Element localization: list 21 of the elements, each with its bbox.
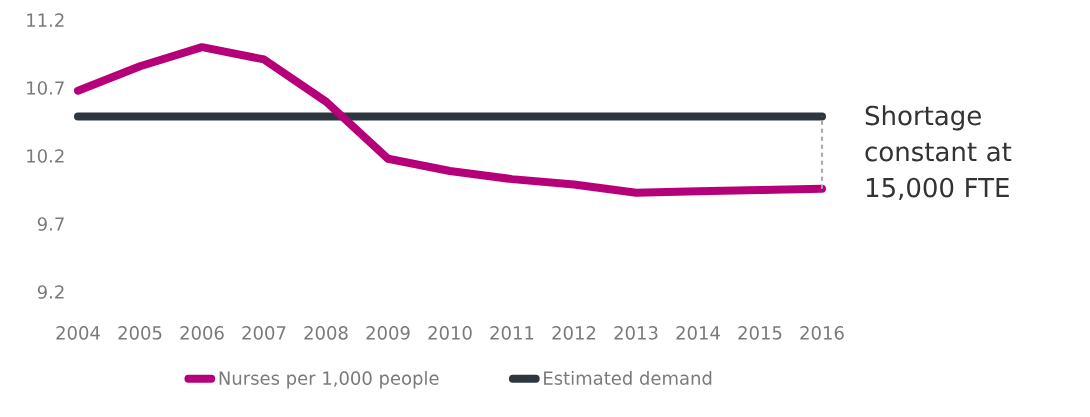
legend-label: Estimated demand [544, 371, 712, 385]
x-tick-label: 2011 [490, 326, 534, 340]
y-tick-label: 9.7 [37, 217, 64, 231]
x-tick-label: 2016 [800, 326, 844, 340]
x-tick-label: 2009 [366, 326, 410, 340]
x-tick-label: 2006 [180, 326, 224, 340]
x-tick-label: 2005 [118, 326, 162, 340]
x-tick-label: 2010 [428, 326, 472, 340]
x-tick-label: 2007 [242, 326, 286, 340]
y-tick-label: 11.2 [27, 13, 64, 27]
y-tick-label: 9.2 [37, 285, 64, 299]
x-tick-label: 2015 [738, 326, 782, 340]
y-tick-label: 10.7 [27, 81, 64, 95]
x-tick-label: 2008 [304, 326, 348, 340]
x-tick-label: 2004 [56, 326, 100, 340]
x-tick-label: 2012 [552, 326, 596, 340]
y-tick-label: 10.2 [27, 149, 64, 163]
legend-label: Nurses per 1,000 people [219, 371, 439, 389]
x-tick-label: 2013 [614, 326, 658, 340]
x-tick-label: 2014 [676, 326, 720, 340]
text: Shortage constant at 15,000 FTE [865, 105, 1012, 201]
